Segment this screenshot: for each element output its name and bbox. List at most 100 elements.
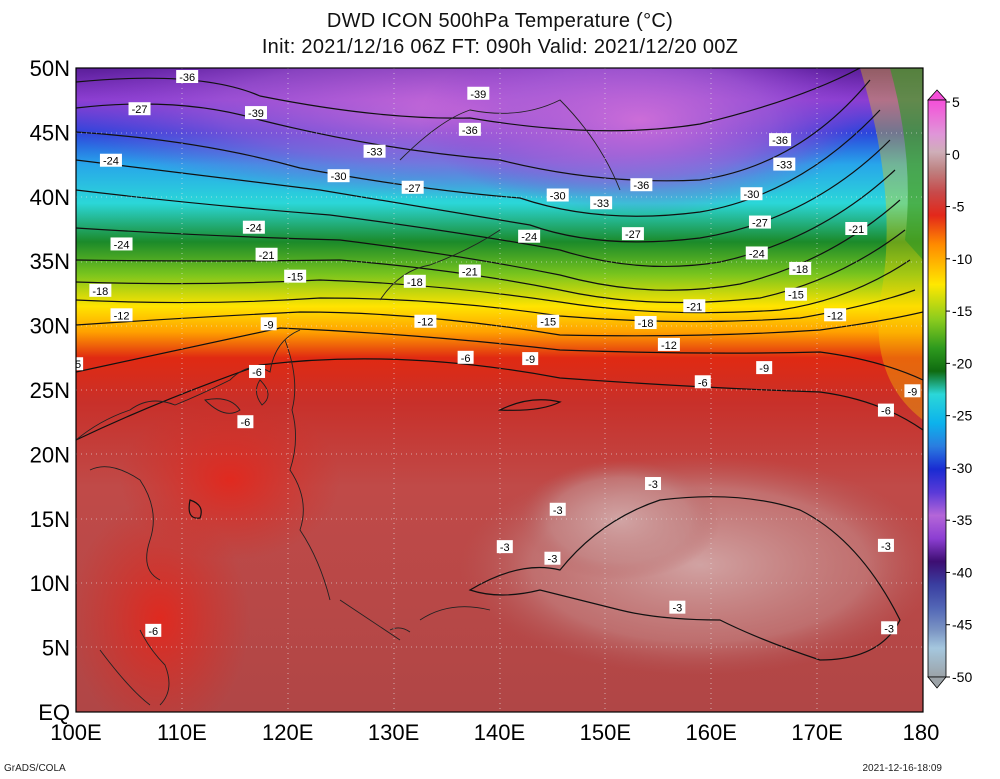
contour-label: -27: [621, 227, 644, 241]
lat-label: 15N: [30, 507, 70, 532]
contour-label: -12: [824, 308, 847, 322]
lon-label: 180: [903, 720, 940, 745]
svg-text:-36: -36: [772, 135, 788, 147]
contour-label: -18: [403, 274, 426, 289]
contour-label: -39: [467, 86, 490, 101]
svg-text:-3: -3: [672, 603, 682, 615]
lon-label: 100E: [50, 720, 101, 745]
contour-label: -36: [769, 133, 792, 147]
contour-label: -6: [457, 350, 474, 365]
contour-label: -6: [237, 415, 254, 429]
colorbar-label: -30: [952, 460, 972, 476]
contour-label: -33: [363, 144, 386, 159]
contour-label: -15: [537, 314, 560, 329]
svg-text:-18: -18: [792, 264, 808, 276]
svg-text:-24: -24: [114, 239, 130, 251]
colorbar-ticks: 5 0 -5 -10 -15 -20 -25 -30 -35 -40 -45 -50: [946, 94, 972, 685]
contour-label: -15: [784, 287, 807, 302]
svg-text:-36: -36: [633, 180, 649, 192]
contour-label: -39: [244, 106, 267, 120]
svg-text:-3: -3: [648, 479, 658, 491]
svg-text:-39: -39: [470, 89, 486, 101]
contour-label: -6: [249, 364, 266, 379]
svg-text:-21: -21: [462, 267, 478, 279]
map-field: [76, 68, 923, 712]
lat-label: 45N: [30, 120, 70, 145]
colorbar-label: -50: [952, 669, 972, 685]
svg-text:-9: -9: [264, 319, 274, 331]
svg-text:-30: -30: [744, 189, 760, 201]
colorbar-label: -15: [952, 303, 972, 319]
contour-label: -30: [327, 169, 350, 183]
contour-label: -21: [255, 247, 278, 262]
lat-label: 35N: [30, 249, 70, 274]
svg-text:-6: -6: [881, 406, 891, 418]
contour-label: -3: [877, 538, 894, 553]
svg-text:-3: -3: [553, 505, 563, 517]
colorbar-label: -45: [952, 617, 972, 633]
svg-text:-6: -6: [241, 417, 251, 429]
contour-label: -12: [657, 337, 680, 352]
contour-label: -3: [544, 551, 561, 566]
lat-label: 10N: [30, 571, 70, 596]
colorbar-bottom-arrow: [927, 676, 947, 689]
contour-label: -24: [745, 246, 768, 260]
svg-text:-12: -12: [827, 310, 843, 322]
svg-text:-12: -12: [114, 310, 130, 322]
contour-label: -18: [89, 283, 112, 298]
contour-label: -36: [176, 70, 199, 84]
colorbar-label: -35: [952, 512, 972, 528]
svg-text:-24: -24: [749, 248, 765, 260]
contour-label: -36: [458, 122, 481, 137]
contour-label: -33: [773, 157, 796, 172]
lon-label: 140E: [474, 720, 525, 745]
contour-label: -6: [145, 623, 162, 638]
lat-label: 40N: [30, 185, 70, 210]
colorbar-label: 0: [952, 146, 960, 162]
contour-label: -9: [756, 361, 773, 375]
lat-label: 20N: [30, 442, 70, 467]
svg-text:-6: -6: [148, 626, 158, 638]
svg-text:-21: -21: [686, 301, 702, 313]
svg-text:-27: -27: [625, 229, 641, 241]
colorbar-label: -5: [952, 199, 965, 215]
svg-text:-27: -27: [752, 218, 768, 230]
contour-label: -27: [748, 215, 771, 230]
svg-text:-39: -39: [248, 108, 264, 120]
svg-text:-12: -12: [661, 340, 677, 352]
map-subtitle: Init: 2021/12/16 06Z FT: 090h Valid: 202…: [261, 36, 739, 58]
contour-label: -18: [634, 316, 657, 330]
colorbar-label: -25: [952, 408, 972, 424]
coastlines: [76, 99, 621, 706]
svg-text:-12: -12: [417, 317, 433, 329]
contour-label: -15: [284, 269, 307, 284]
latitude-axis: 50N 45N 40N 35N 30N 25N 20N 15N 10N 5N EQ: [30, 56, 70, 725]
lat-label: 5N: [42, 636, 70, 661]
lat-label: 25N: [30, 378, 70, 403]
svg-text:-33: -33: [776, 160, 792, 172]
footer-timestamp: 2021-12-16-18:09: [862, 763, 942, 774]
contour-label: -27: [128, 102, 151, 116]
lat-label: EQ: [38, 700, 70, 725]
svg-text:-21: -21: [259, 250, 275, 262]
contour-label: -3: [496, 540, 513, 554]
contour-label: -27: [401, 180, 424, 195]
contour-label: -24: [242, 220, 265, 235]
contour-label: -21: [458, 264, 481, 279]
svg-text:-36: -36: [179, 72, 195, 84]
contour-label: -24: [99, 153, 122, 168]
svg-text:-24: -24: [521, 232, 537, 244]
svg-text:-9: -9: [908, 386, 918, 398]
svg-text:-15: -15: [788, 290, 804, 302]
contour-label: -30: [546, 188, 569, 203]
lon-label: 150E: [580, 720, 631, 745]
svg-text:-6: -6: [252, 367, 262, 379]
contour-label: -30: [740, 187, 763, 201]
colorbar-top-arrow: [927, 89, 947, 101]
contour-label: -21: [845, 222, 868, 236]
contour-label: -3: [549, 502, 566, 517]
svg-text:-18: -18: [638, 318, 654, 330]
footer-credit: GrADS/COLA: [4, 763, 66, 774]
svg-text:-18: -18: [92, 286, 108, 298]
contour-label: -6: [694, 375, 711, 389]
